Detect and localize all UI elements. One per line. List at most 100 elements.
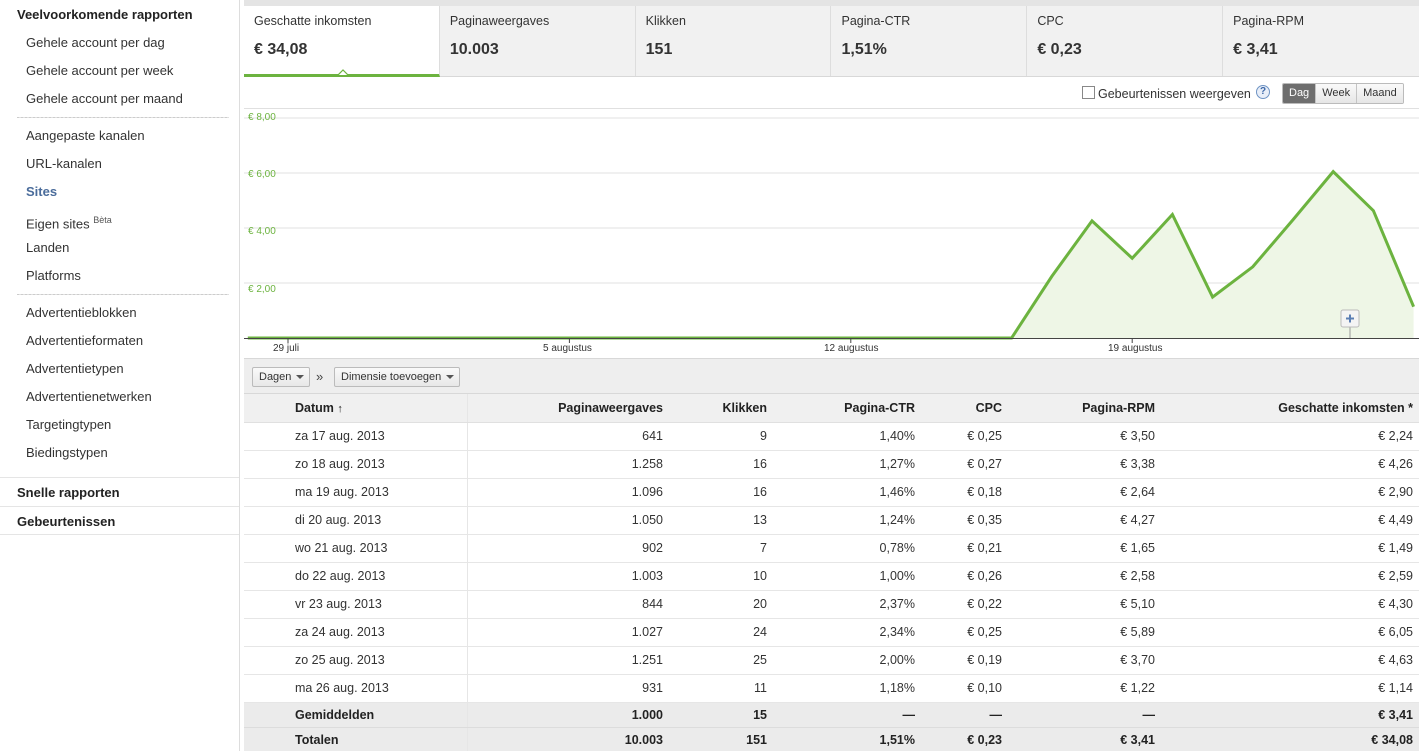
column-header-ctr[interactable]: Pagina-CTR	[771, 394, 919, 423]
sidebar-item-sites[interactable]: Sites	[26, 184, 58, 199]
sidebar-item-account-per-day[interactable]: Gehele account per dag	[26, 35, 165, 50]
cell-earnings: € 1,49	[1159, 534, 1419, 563]
table-row: ma 19 aug. 2013 1.096 16 1,46% € 0,18 € 2,64 €…	[244, 478, 1419, 507]
metric-tab-page-ctr[interactable]: Pagina-CTR 1,51%	[831, 6, 1028, 76]
metric-label: Pagina-CTR	[841, 14, 911, 28]
sidebar-item-ad-sizes[interactable]: Advertentieformaten	[26, 333, 144, 348]
events-checkbox[interactable]	[1082, 86, 1095, 99]
column-header-clicks[interactable]: Klikken	[667, 394, 771, 423]
sidebar-item-ad-networks[interactable]: Advertentienetwerken	[26, 389, 152, 404]
dropdown-arrow-icon	[296, 375, 305, 379]
totals-row: Totalen 10.003 151 1,51% € 0,23 € 3,41 € 34,08	[244, 727, 1419, 751]
add-dimension-dropdown[interactable]: Dimensie toevoegen	[334, 367, 461, 387]
main-content: Geschatte inkomsten € 34,08 Paginaweerga…	[244, 0, 1419, 751]
events-label[interactable]: Gebeurtenissen weergeven	[1098, 87, 1251, 101]
cell-clicks: 13	[667, 506, 771, 535]
range-button-month[interactable]: Maand	[1356, 84, 1403, 103]
sidebar-item-bid-types[interactable]: Biedingstypen	[26, 445, 108, 460]
table-row: di 20 aug. 2013 1.050 13 1,24% € 0,35 € 4,27 €…	[244, 506, 1419, 535]
help-icon[interactable]: ?	[1256, 85, 1270, 99]
cell-ctr: 2,00%	[771, 646, 919, 675]
range-button-day[interactable]: Dag	[1283, 84, 1316, 103]
cell-clicks: 16	[667, 478, 771, 507]
cell-pageviews: 10.003	[467, 727, 667, 751]
metric-value: 151	[645, 41, 673, 58]
earnings-chart: € 8,00 € 6,00 € 4,00 € 2,00 29 juli 5 au…	[244, 110, 1419, 358]
cell-pageviews: 1.050	[467, 506, 667, 535]
table-row: ma 26 aug. 2013 931 11 1,18% € 0,10 € 1,22 € 1…	[244, 674, 1419, 703]
metric-label: CPC	[1037, 14, 1064, 28]
x-tick-label: 5 augustus	[543, 343, 592, 354]
cell-clicks: 10	[667, 562, 771, 591]
sidebar-item-ad-types[interactable]: Advertentietypen	[26, 361, 124, 376]
metric-value: € 0,23	[1037, 41, 1082, 58]
cell-date: Gemiddelden	[244, 702, 468, 728]
table-row: do 22 aug. 2013 1.003 10 1,00% € 0,26 € 2,58 €…	[244, 562, 1419, 591]
cell-rpm: € 3,38	[1006, 450, 1159, 479]
sidebar-group-ads: Advertentieblokken Advertentieformaten A…	[0, 299, 239, 467]
cell-cpc: € 0,21	[919, 534, 1006, 563]
averages-row: Gemiddelden 1.000 15— — — € 3,41	[244, 702, 1419, 728]
cell-date: Totalen	[244, 727, 468, 751]
cell-rpm: € 5,10	[1006, 590, 1159, 619]
column-header-pageviews[interactable]: Paginaweergaves	[467, 394, 667, 423]
chart-svg	[244, 117, 1419, 343]
cell-earnings: € 6,05	[1159, 618, 1419, 647]
cell-date: di 20 aug. 2013	[244, 506, 468, 535]
cell-cpc: —	[919, 702, 1006, 728]
column-header-date[interactable]: Datum ↑	[244, 394, 468, 423]
add-dimension-label: Dimensie toevoegen	[341, 371, 442, 383]
table-header-row: Datum ↑ Paginaweergaves Klikken Pagina-C…	[244, 394, 1419, 423]
sidebar-heading-events[interactable]: Gebeurtenissen	[0, 506, 239, 535]
sidebar-item-own-sites-label: Eigen sites	[26, 216, 90, 232]
cell-cpc: € 0,22	[919, 590, 1006, 619]
metric-tab-clicks[interactable]: Klikken 151	[636, 6, 832, 76]
column-header-cpc[interactable]: CPC	[919, 394, 1006, 423]
sidebar-group-account: Gehele account per dag Gehele account pe…	[0, 29, 239, 113]
cell-date: zo 25 aug. 2013	[244, 646, 468, 675]
cell-pageviews: 1.027	[467, 618, 667, 647]
metric-value: € 3,41	[1233, 41, 1278, 58]
chart-toolbar: Gebeurtenissen weergeven ? Dag Week Maan…	[244, 78, 1419, 109]
cell-ctr: 1,46%	[771, 478, 919, 507]
sidebar-item-countries[interactable]: Landen	[26, 240, 70, 255]
metric-label: Klikken	[645, 14, 686, 28]
cell-pageviews: 1.258	[467, 450, 667, 479]
metric-tab-estimated-earnings[interactable]: Geschatte inkomsten € 34,08	[244, 6, 440, 77]
sidebar-item-ad-units[interactable]: Advertentieblokken	[26, 305, 137, 320]
cell-pageviews: 641	[467, 422, 667, 451]
sidebar-item-platforms[interactable]: Platforms	[26, 268, 81, 283]
dimension-bar: Dagen » Dimensie toevoegen	[244, 358, 1419, 394]
cell-clicks: 151	[667, 727, 771, 751]
sidebar-heading-quick-reports[interactable]: Snelle rapporten	[0, 477, 239, 506]
metric-value: 1,51%	[841, 41, 887, 58]
sidebar-item-url-channels[interactable]: URL-kanalen	[26, 156, 102, 171]
sidebar-item-account-per-week[interactable]: Gehele account per week	[26, 63, 174, 78]
cell-ctr: 2,34%	[771, 618, 919, 647]
cell-pageviews: 1.000	[467, 702, 667, 728]
dimension-dropdown[interactable]: Dagen	[252, 367, 311, 387]
metric-tab-cpc[interactable]: CPC € 0,23	[1027, 6, 1224, 76]
column-header-rpm[interactable]: Pagina-RPM	[1006, 394, 1159, 423]
add-event-icon	[1340, 309, 1360, 338]
column-header-estimated-earnings[interactable]: Geschatte inkomsten *	[1159, 394, 1419, 423]
sidebar-item-own-sites[interactable]: Eigen sites Bèta	[0, 206, 239, 234]
cell-earnings: € 4,30	[1159, 590, 1419, 619]
cell-pageviews: 844	[467, 590, 667, 619]
sidebar-item-custom-channels[interactable]: Aangepaste kanalen	[26, 128, 145, 143]
range-button-week[interactable]: Week	[1315, 84, 1357, 103]
cell-earnings: € 2,90	[1159, 478, 1419, 507]
cell-date: za 24 aug. 2013	[244, 618, 468, 647]
sidebar-item-account-per-month[interactable]: Gehele account per maand	[26, 91, 183, 106]
table-row: zo 18 aug. 2013 1.258 16 1,27% € 0,27 € 3,38 €…	[244, 450, 1419, 479]
cell-rpm: € 3,50	[1006, 422, 1159, 451]
metric-tab-pageviews[interactable]: Paginaweergaves 10.003	[440, 6, 636, 76]
cell-date: ma 26 aug. 2013	[244, 674, 468, 703]
metric-tab-page-rpm[interactable]: Pagina-RPM € 3,41	[1223, 6, 1419, 76]
sidebar-divider	[17, 117, 229, 118]
y-tick-label: € 2,00	[248, 284, 276, 295]
sidebar-heading-common-reports[interactable]: Veelvoorkomende rapporten	[17, 7, 193, 22]
table-row: za 24 aug. 2013 1.027 24 2,34% € 0,25 € 5,89 €…	[244, 618, 1419, 647]
metric-value: € 34,08	[254, 41, 308, 58]
sidebar-item-targeting-types[interactable]: Targetingtypen	[26, 417, 112, 432]
